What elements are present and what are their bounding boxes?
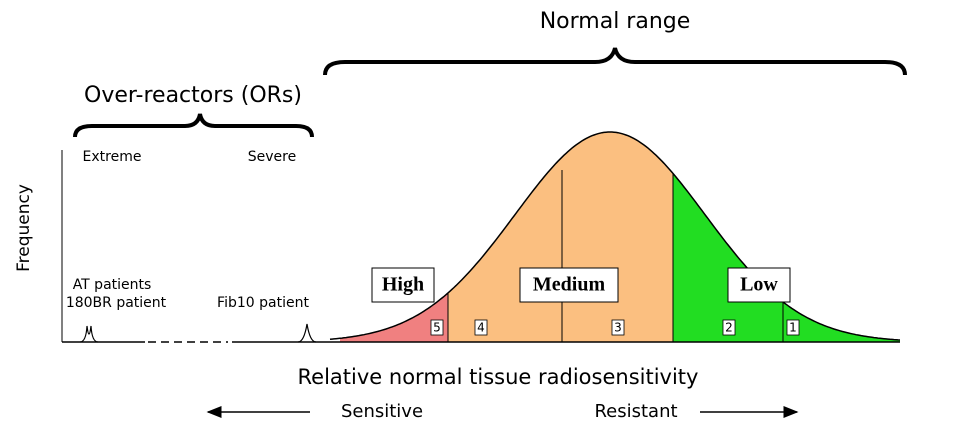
fib-peak	[297, 323, 317, 343]
group-label: Medium	[533, 274, 606, 296]
zone-label: 4	[477, 321, 485, 335]
zone-box	[611, 319, 625, 336]
zone-box	[722, 319, 736, 336]
medium-region	[448, 132, 673, 342]
group-label: Low	[740, 274, 778, 296]
zone-label: 5	[433, 321, 441, 335]
group-label: High	[382, 274, 424, 296]
curve-outline	[329, 131, 901, 341]
at-peak	[79, 325, 99, 343]
resistant-label: Resistant	[594, 401, 677, 422]
fib-label: Fib10 patient	[217, 295, 309, 311]
distribution-curve	[329, 131, 901, 342]
label-box	[371, 267, 435, 303]
zone-box	[786, 319, 800, 336]
title: Normal range	[540, 9, 691, 34]
x-axis-label: Relative normal tissue radiosensitivity	[298, 365, 699, 389]
group-labels: High Medium Low	[371, 267, 791, 303]
high-region	[340, 292, 448, 342]
label-box	[519, 267, 619, 303]
severe-label: Severe	[248, 149, 296, 165]
zone-label: 3	[614, 321, 622, 335]
normal-brace	[323, 47, 907, 76]
sensitive-label: Sensitive	[341, 401, 423, 422]
zone-label: 1	[789, 321, 797, 335]
or-title: Over-reactors (ORs)	[84, 83, 302, 108]
low-region	[673, 173, 900, 342]
or-brace	[73, 113, 314, 138]
extreme-label: Extreme	[83, 149, 142, 165]
label-box	[727, 267, 791, 303]
zone-box	[474, 319, 488, 336]
y-axis-label: Frequency	[14, 184, 34, 272]
br-label: 180BR patient	[66, 295, 167, 311]
zone-box	[430, 319, 444, 336]
at-label: AT patients	[73, 277, 152, 293]
zone-label: 2	[725, 321, 733, 335]
zone-labels: 5 4 3 2 1	[430, 319, 800, 336]
